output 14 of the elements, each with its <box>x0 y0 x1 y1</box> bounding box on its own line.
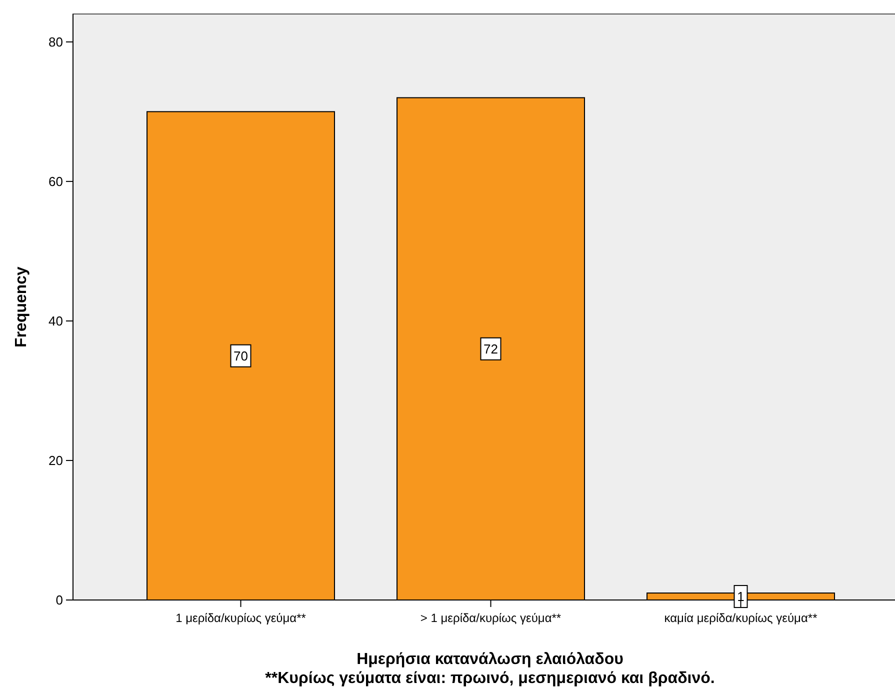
y-axis-title: Frequency <box>13 266 30 348</box>
y-tick-label: 20 <box>48 453 63 468</box>
text: **Κυρίως γεύματα είναι: πρωινό, μεσημεριανό και βραδινό. <box>265 670 715 687</box>
y-tick-label: 40 <box>48 314 63 328</box>
x-tick-label: 1 μερίδα/κυρίως γεύμα** <box>176 611 306 625</box>
data-label: 72 <box>484 341 498 356</box>
x-tick-label: καμία μερίδα/κυρίως γεύμα** <box>664 611 818 625</box>
y-tick-label: 80 <box>48 34 63 50</box>
data-label: 1 <box>737 589 744 604</box>
y-tick-label: 0 <box>56 592 63 608</box>
x-axis-title: Ημερήσια κατανάλωση ελαιόλαδου <box>356 651 624 668</box>
data-label: 70 <box>234 348 248 364</box>
y-tick-label: 60 <box>48 174 63 189</box>
x-tick-label: > 1 μερίδα/κυρίως γεύμα** <box>420 611 562 625</box>
